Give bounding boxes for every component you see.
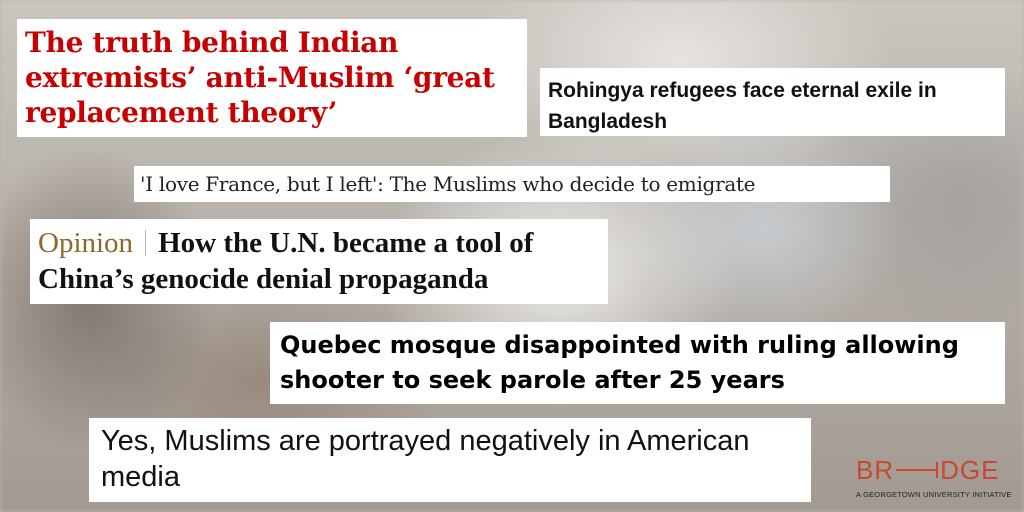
headline-text: 'I love France, but I left': The Muslims… — [140, 172, 756, 196]
bridge-arrow-icon — [894, 456, 940, 484]
headline-rohingya: Rohingya refugees face eternal exile in … — [540, 68, 1005, 136]
logo-word-right: DGE — [940, 455, 1000, 485]
headline-text: The truth behind Indian extremists’ anti… — [25, 26, 495, 129]
headline-quebec-mosque: Quebec mosque disappointed with ruling a… — [270, 322, 1005, 404]
logo-word-left: BR — [856, 455, 895, 485]
logo-tagline: A GEORGETOWN UNIVERSITY INITIATIVE — [856, 490, 1012, 499]
headline-france: 'I love France, but I left': The Muslims… — [134, 166, 890, 202]
logo-wordmark: BR DGE — [856, 456, 1021, 484]
headline-text: Yes, Muslims are portrayed negatively in… — [101, 425, 750, 493]
bridge-logo: BR DGE A GEORGETOWN UNIVERSITY INITIATIVE — [856, 456, 1021, 506]
headline-text: How the U.N. became a tool of China’s ge… — [38, 227, 534, 295]
headline-indian-extremists: The truth behind Indian extremists’ anti… — [17, 19, 527, 137]
headline-american-media: Yes, Muslims are portrayed negatively in… — [89, 418, 811, 502]
divider — [145, 230, 147, 256]
headline-text: Rohingya refugees face eternal exile in … — [548, 79, 937, 133]
opinion-label: Opinion — [38, 227, 134, 259]
headline-text: Quebec mosque disappointed with ruling a… — [280, 331, 959, 394]
headline-un-genocide: Opinion How the U.N. became a tool of Chi… — [30, 219, 608, 304]
